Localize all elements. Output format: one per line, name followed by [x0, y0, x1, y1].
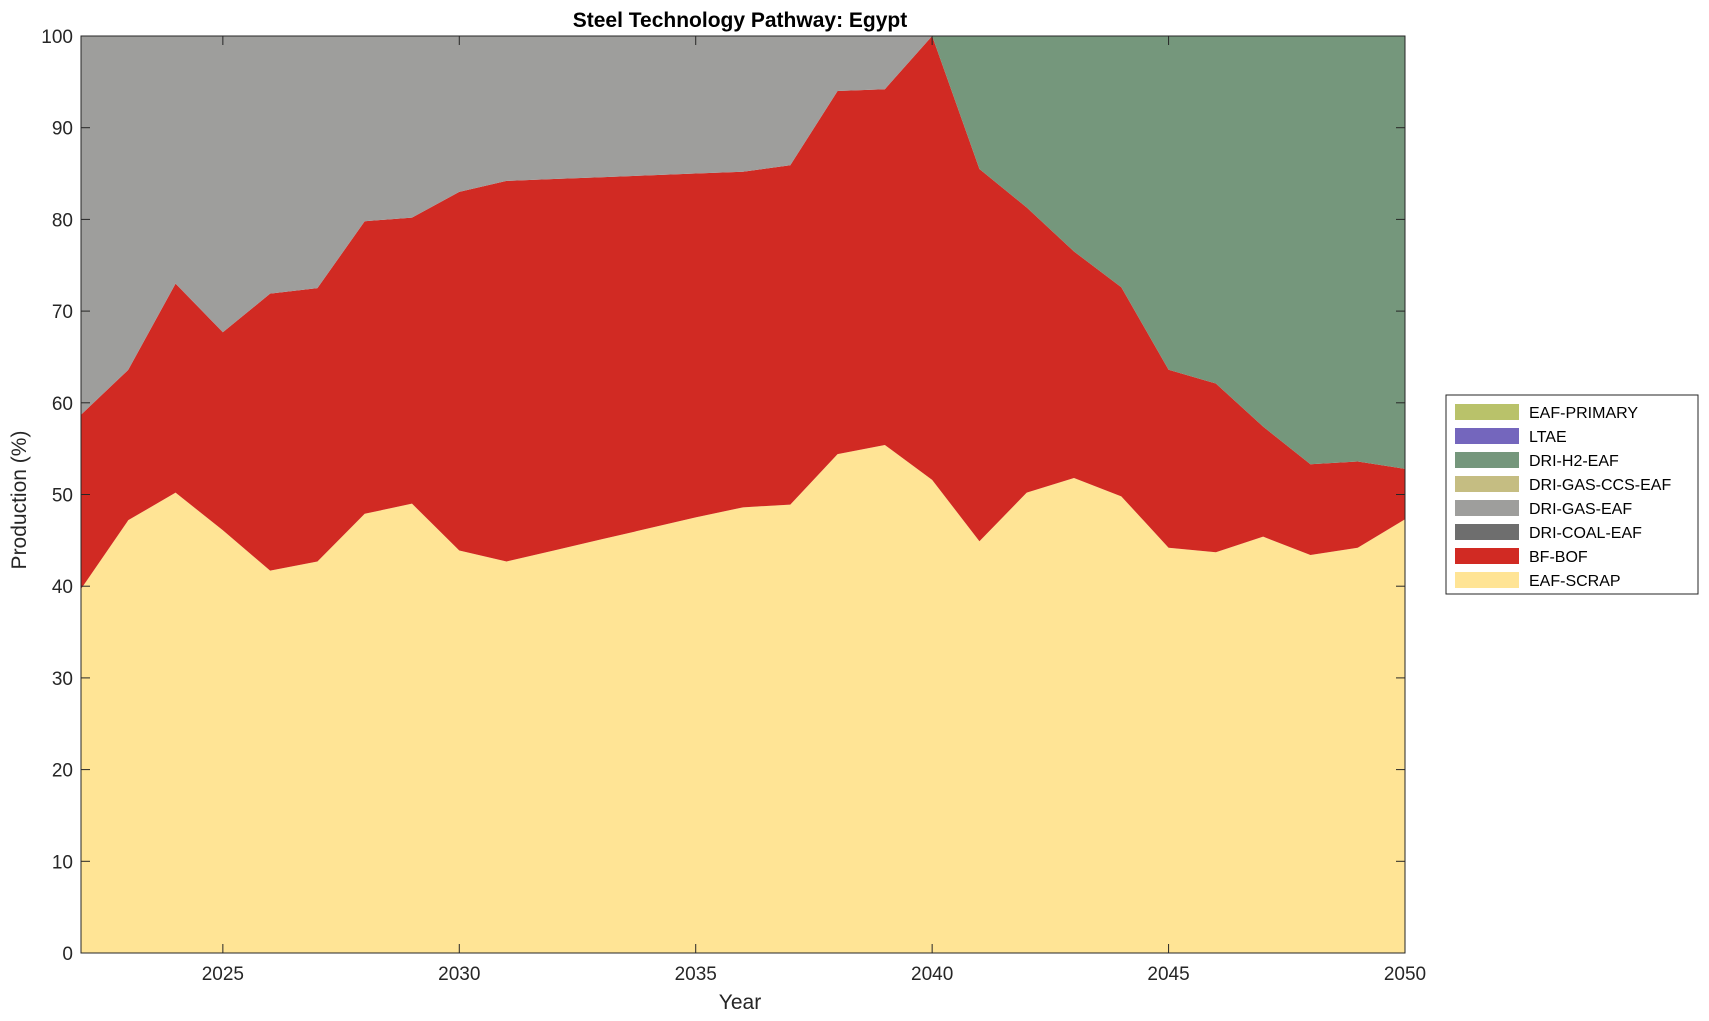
area-eaf-scrap	[81, 444, 1405, 953]
y-tick-label: 50	[52, 486, 73, 507]
x-tick-label: 2050	[1384, 964, 1426, 985]
area-dri-gas-eaf	[81, 36, 1405, 469]
y-tick-label: 60	[52, 394, 73, 415]
y-axis-label: Production (%)	[8, 431, 31, 570]
x-tick-label: 2025	[202, 964, 244, 985]
legend-label-dri-gas-eaf: DRI-GAS-EAF	[1529, 501, 1632, 518]
plot-frame	[80, 35, 1406, 954]
x-tick-label: 2045	[1147, 964, 1189, 985]
legend-label-ltae: LTAE	[1529, 429, 1567, 446]
legend-swatch-ltae	[1455, 428, 1519, 444]
area-layers	[81, 36, 1405, 953]
y-tick-label: 0	[62, 944, 73, 965]
legend-swatch-dri-gas-eaf	[1455, 500, 1519, 516]
area-bf-bof	[81, 36, 1405, 589]
chart-title: Steel Technology Pathway: Egypt	[573, 9, 908, 32]
x-tick-label: 2040	[911, 964, 953, 985]
y-tick-label: 10	[52, 852, 73, 873]
y-tick-label: 40	[52, 577, 73, 598]
legend-label-eaf-scrap: EAF-SCRAP	[1529, 573, 1621, 590]
legend-label-dri-h2-eaf: DRI-H2-EAF	[1529, 453, 1619, 470]
y-tick-label: 80	[52, 210, 73, 231]
legend-label-dri-coal-eaf: DRI-COAL-EAF	[1529, 525, 1642, 542]
x-axis-label: Year	[719, 991, 761, 1014]
y-tick-label: 30	[52, 669, 73, 690]
legend-swatch-bf-bof	[1455, 548, 1519, 564]
legend-swatch-eaf-primary	[1455, 404, 1519, 420]
legend-label-dri-gas-ccs-eaf: DRI-GAS-CCS-EAF	[1529, 477, 1671, 494]
x-tick-label: 2030	[438, 964, 480, 985]
area-dri-h2-eaf	[81, 36, 1405, 469]
legend-swatch-dri-h2-eaf	[1455, 452, 1519, 468]
y-tick-label: 90	[52, 119, 73, 140]
legend-swatch-dri-coal-eaf	[1455, 524, 1519, 540]
legend: EAF-PRIMARY LTAE DRI-H2-EAF DRI-GAS-CCS-EAF…	[1445, 394, 1699, 595]
y-tick-label: 100	[41, 27, 73, 48]
legend-label-eaf-primary: EAF-PRIMARY	[1529, 405, 1638, 422]
y-tick-label: 20	[52, 761, 73, 782]
legend-label-bf-bof: BF-BOF	[1529, 549, 1588, 566]
legend-swatch-eaf-scrap	[1455, 572, 1519, 588]
y-tick-label: 70	[52, 302, 73, 323]
legend-swatch-dri-gas-ccs-eaf	[1455, 476, 1519, 492]
x-tick-label: 2035	[675, 964, 717, 985]
